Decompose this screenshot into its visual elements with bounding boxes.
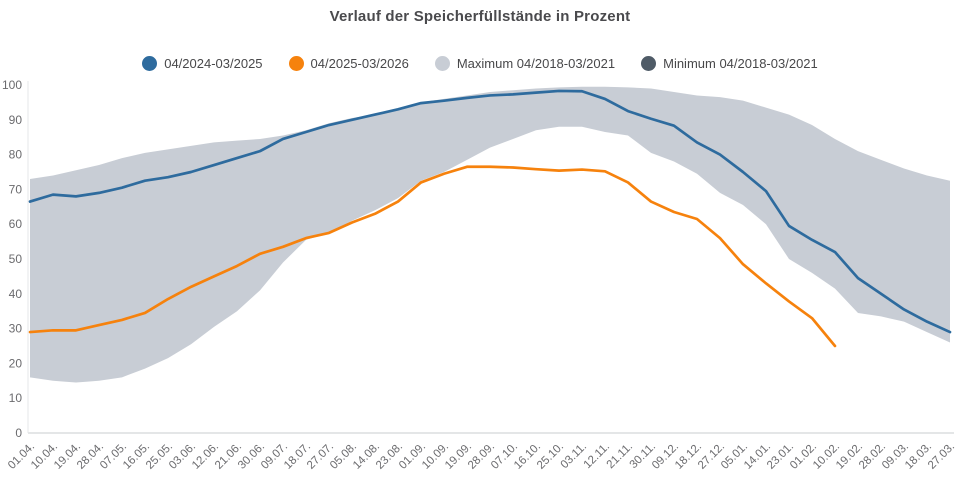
- y-tick-label: 60: [9, 217, 23, 231]
- y-tick-label: 100: [2, 78, 22, 92]
- y-tick-label: 70: [9, 182, 23, 196]
- chart-legend: 04/2024-03/2025 04/2025-03/2026 Maximum …: [0, 56, 960, 71]
- legend-item-2024-2025[interactable]: 04/2024-03/2025: [142, 56, 263, 71]
- series-line-04-2025-03-2026: [28, 165, 837, 348]
- legend-dot-icon: [434, 56, 450, 71]
- legend-dot-icon: [142, 56, 158, 71]
- legend-label: Minimum 04/2018-03/2021: [663, 56, 818, 71]
- legend-label: 04/2024-03/2025: [164, 56, 263, 71]
- legend-item-2025-2026[interactable]: 04/2025-03/2026: [288, 56, 409, 71]
- y-tick-label: 90: [9, 113, 23, 127]
- legend-label: 04/2025-03/2026: [310, 56, 409, 71]
- y-tick-label: 50: [9, 252, 23, 266]
- x-tick-label: 25.10.: [535, 441, 566, 472]
- x-tick-label: 27.03.: [926, 441, 957, 472]
- chart-title: Verlauf der Speicherfüllstände in Prozen…: [329, 8, 631, 25]
- y-tick-label: 30: [9, 322, 23, 336]
- legend-item-minimum[interactable]: Minimum 04/2018-03/2021: [641, 56, 818, 71]
- legend-item-maximum[interactable]: Maximum 04/2018-03/2021: [434, 56, 616, 71]
- min-max-band-area: [30, 86, 950, 383]
- legend-dot-icon: [288, 56, 304, 71]
- y-tick-label: 20: [9, 356, 23, 370]
- y-tick-label: 80: [9, 148, 23, 162]
- series-line-04-2024-03-2025: [28, 89, 952, 334]
- y-tick-label: 10: [9, 391, 23, 405]
- legend-dot-icon: [641, 56, 657, 71]
- legend-label: Maximum 04/2018-03/2021: [456, 56, 616, 71]
- y-tick-label: 40: [9, 287, 23, 301]
- y-tick-label: 0: [15, 426, 22, 440]
